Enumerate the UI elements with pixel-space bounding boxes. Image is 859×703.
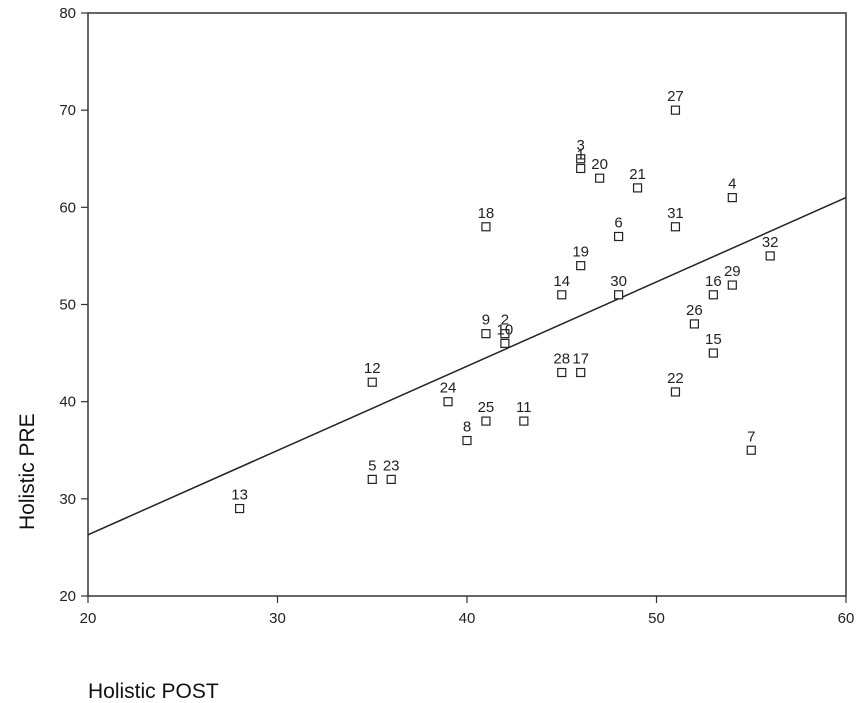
point-label: 30 bbox=[610, 273, 627, 290]
data-point bbox=[576, 154, 586, 164]
point-label: 1 bbox=[577, 146, 585, 163]
point-label: 21 bbox=[629, 166, 646, 183]
point-label: 15 bbox=[705, 331, 722, 348]
data-point bbox=[708, 348, 718, 358]
data-point bbox=[500, 338, 510, 348]
point-label: 28 bbox=[553, 351, 570, 368]
x-tick-label: 30 bbox=[269, 610, 286, 627]
y-axis-title: Holistic PRE bbox=[16, 413, 39, 530]
data-point bbox=[670, 105, 681, 115]
y-tick-label: 70 bbox=[59, 102, 76, 119]
data-point bbox=[367, 377, 377, 387]
y-tick-label: 30 bbox=[59, 491, 76, 508]
point-label: 14 bbox=[553, 273, 570, 290]
point-label: 16 bbox=[705, 273, 722, 290]
data-point bbox=[481, 222, 491, 232]
data-point bbox=[727, 280, 737, 290]
data-point bbox=[557, 290, 567, 300]
point-label: 13 bbox=[231, 487, 248, 504]
data-point bbox=[746, 445, 756, 455]
data-point bbox=[727, 193, 737, 203]
x-axis: 20 30 40 50 60 bbox=[80, 596, 855, 627]
point-label: 25 bbox=[478, 399, 495, 416]
data-point bbox=[613, 231, 624, 242]
plot-frame bbox=[87, 12, 847, 597]
x-tick-label: 20 bbox=[80, 610, 97, 627]
point-label: 12 bbox=[364, 360, 381, 377]
point-label: 3 bbox=[577, 137, 585, 154]
data-point bbox=[500, 329, 510, 339]
data-point bbox=[632, 183, 643, 193]
data-point bbox=[462, 435, 472, 446]
point-label: 27 bbox=[667, 88, 684, 105]
y-tick-label: 20 bbox=[59, 588, 76, 605]
point-label: 11 bbox=[516, 399, 532, 416]
data-point bbox=[557, 367, 567, 378]
data-point bbox=[519, 416, 529, 426]
data-point bbox=[613, 290, 624, 300]
point-label: 22 bbox=[667, 370, 684, 387]
data-point bbox=[576, 261, 586, 271]
point-label: 29 bbox=[724, 263, 741, 280]
point-label: 20 bbox=[591, 156, 608, 173]
x-axis-title: Holistic POST bbox=[88, 680, 219, 703]
data-point bbox=[367, 474, 377, 484]
point-label: 10 bbox=[497, 321, 514, 338]
y-axis: 20 30 40 50 60 70 80 bbox=[59, 5, 88, 605]
data-point bbox=[765, 251, 775, 261]
point-label: 23 bbox=[383, 457, 400, 474]
y-tick-label: 50 bbox=[59, 297, 76, 314]
point-label: 8 bbox=[463, 419, 471, 436]
point-label: 18 bbox=[478, 205, 495, 222]
point-label: 24 bbox=[440, 380, 457, 397]
y-tick-label: 80 bbox=[59, 5, 76, 22]
data-point bbox=[595, 173, 605, 183]
data-point bbox=[670, 222, 681, 232]
x-tick-label: 40 bbox=[459, 610, 476, 627]
point-label: 9 bbox=[482, 312, 490, 329]
data-point bbox=[708, 290, 718, 300]
data-point bbox=[481, 329, 491, 339]
data-point bbox=[235, 503, 245, 514]
data-point bbox=[443, 397, 453, 407]
data-point bbox=[386, 474, 396, 484]
point-label: 31 bbox=[667, 205, 684, 222]
data-point bbox=[576, 163, 586, 174]
point-label: 32 bbox=[762, 234, 779, 251]
point-label: 7 bbox=[747, 428, 755, 445]
point-label: 4 bbox=[728, 176, 736, 193]
point-label: 17 bbox=[572, 351, 589, 368]
point-label: 19 bbox=[572, 244, 589, 261]
x-tick-label: 60 bbox=[838, 610, 855, 627]
regression-line bbox=[87, 196, 847, 536]
point-label: 2 bbox=[501, 312, 509, 329]
x-tick-label: 50 bbox=[648, 610, 665, 627]
y-tick-label: 40 bbox=[59, 394, 76, 411]
point-label: 6 bbox=[614, 214, 622, 231]
data-point bbox=[481, 416, 491, 426]
point-label: 5 bbox=[368, 457, 376, 474]
data-point bbox=[576, 367, 586, 378]
data-point bbox=[670, 387, 681, 397]
point-label: 26 bbox=[686, 302, 703, 319]
y-tick-label: 60 bbox=[59, 199, 76, 216]
data-point bbox=[689, 319, 700, 329]
